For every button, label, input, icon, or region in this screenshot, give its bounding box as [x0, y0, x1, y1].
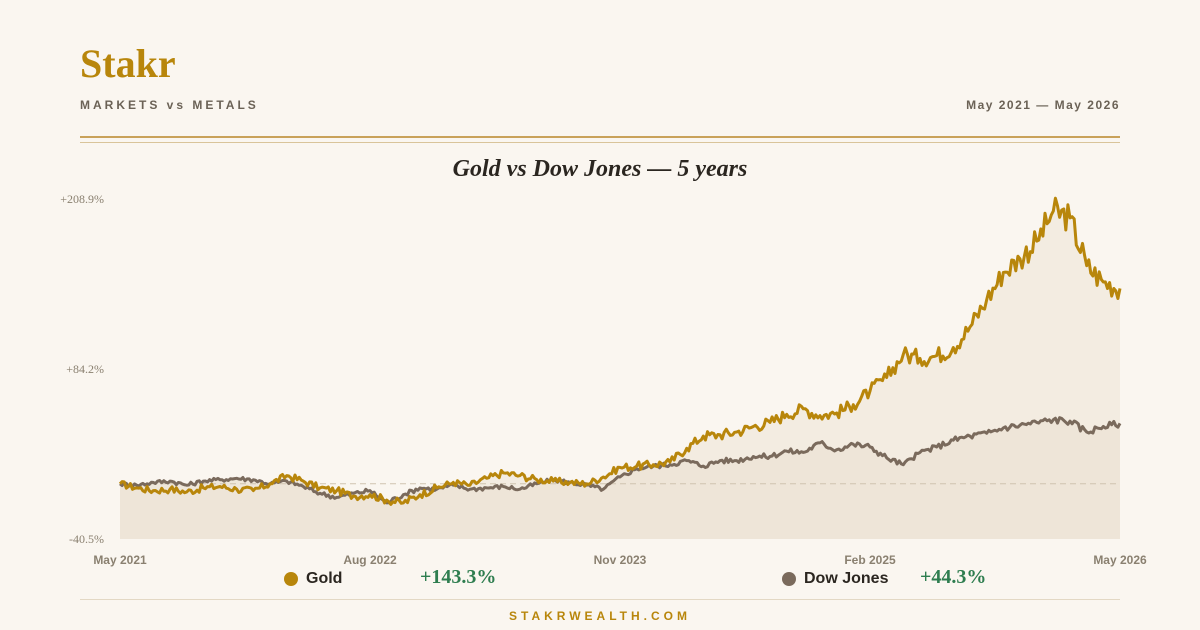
- footer-url: STAKRWEALTH.COM: [509, 609, 691, 623]
- y-tick-label: -40.5%: [69, 532, 104, 546]
- header-divider-thin: [80, 142, 1120, 143]
- x-tick-label: May 2021: [93, 553, 147, 567]
- legend-item-dow: Dow Jones: [782, 568, 888, 590]
- x-tick-label: Feb 2025: [844, 553, 896, 567]
- legend-swatch-gold: [284, 572, 298, 586]
- series-line-dow: [119, 416, 1122, 505]
- legend-label-gold: Gold: [306, 570, 343, 587]
- date-range: May 2021 — May 2026: [966, 98, 1120, 112]
- y-tick-label: +84.2%: [66, 362, 104, 376]
- series-line-gold: [118, 196, 1122, 506]
- header-divider: [80, 136, 1120, 138]
- page-subtitle: MARKETS vs METALS: [80, 98, 259, 112]
- brand-logo: Stakr: [80, 41, 176, 86]
- gold-change-value: +143.3%: [420, 566, 497, 588]
- dow-change-value: +44.3%: [920, 566, 987, 588]
- footer-divider: [80, 599, 1120, 600]
- legend-label-dow: Dow Jones: [804, 570, 889, 587]
- x-tick-label: Nov 2023: [594, 553, 647, 567]
- x-tick-label: Aug 2022: [343, 553, 397, 567]
- chart-title: Gold vs Dow Jones — 5 years: [452, 156, 748, 182]
- x-tick-label: May 2026: [1093, 553, 1147, 567]
- legend-item-gold: Gold: [284, 568, 342, 590]
- y-tick-label: +208.9%: [60, 192, 104, 206]
- legend-swatch-dow: [782, 572, 796, 586]
